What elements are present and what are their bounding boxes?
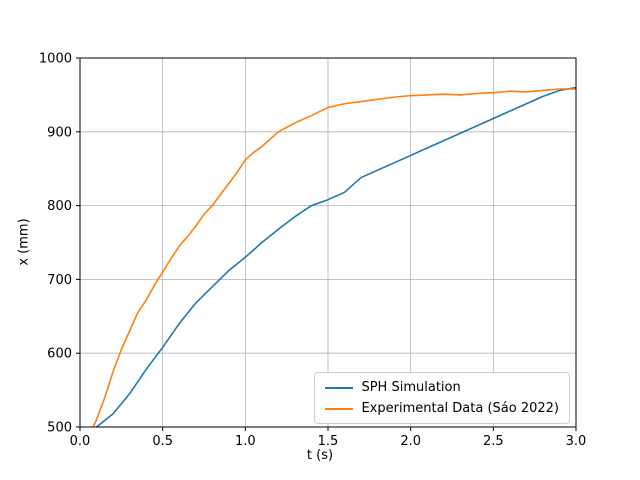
legend: SPH Simulation Experimental Data (Sáo 20… [314,372,570,424]
x-tick-label: 2.0 [400,434,421,449]
legend-label-experimental: Experimental Data (Sáo 2022) [361,401,559,416]
y-tick-label: 600 [47,347,72,362]
legend-line-sample-sph [325,386,354,389]
y-tick-label: 700 [47,273,72,288]
y-tick-label: 800 [47,199,72,214]
y-tick-label: 1000 [39,52,72,67]
legend-line-sample-experimental [325,407,354,410]
x-tick-label: 1.0 [235,434,256,449]
y-tick-label: 500 [47,421,72,436]
legend-item-experimental: Experimental Data (Sáo 2022) [325,401,559,416]
y-axis-label: x (mm) [16,218,32,266]
x-tick-label: 2.5 [483,434,504,449]
x-tick-label: 3.0 [566,434,587,449]
y-tick-label: 900 [47,125,72,140]
x-tick-label: 0.5 [152,434,173,449]
x-tick-label: 1.5 [318,434,339,449]
x-tick-label: 0.0 [70,434,91,449]
legend-label-sph: SPH Simulation [361,380,461,395]
legend-item-sph: SPH Simulation [325,380,559,395]
x-axis-label: t (s) [306,448,334,463]
